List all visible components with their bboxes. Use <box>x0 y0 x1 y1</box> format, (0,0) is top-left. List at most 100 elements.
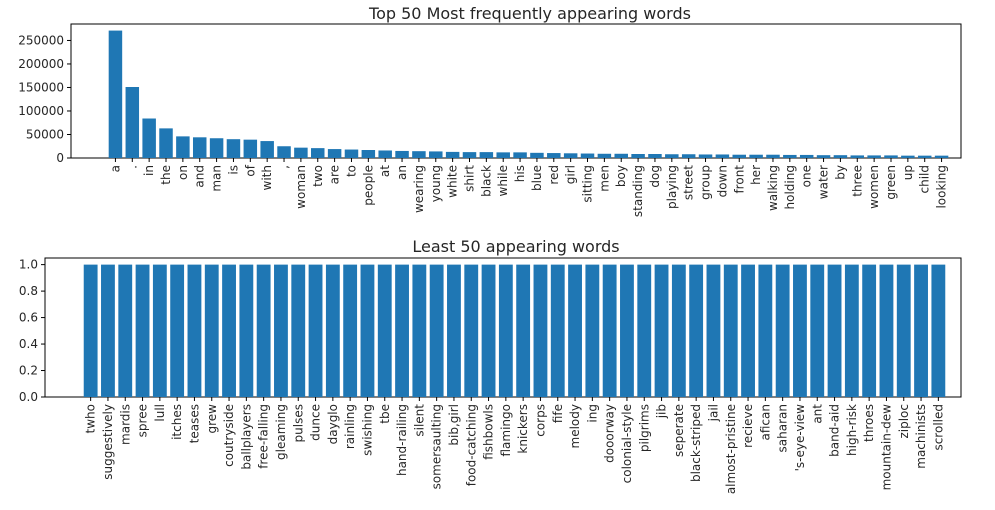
x-tick-label: tbe <box>378 404 392 424</box>
bar <box>732 154 746 158</box>
bar <box>239 264 254 397</box>
x-tick-label: melody <box>568 404 582 448</box>
x-tick-label: pulses <box>291 404 305 442</box>
bar <box>222 264 236 397</box>
x-tick-label: . <box>125 165 139 169</box>
bar <box>256 264 271 397</box>
y-tick-label: 100000 <box>18 104 64 118</box>
y-tick-label: 0.0 <box>19 390 38 404</box>
x-tick-label: grew <box>205 404 219 434</box>
x-tick-label: ing <box>585 404 599 423</box>
bar <box>170 264 185 397</box>
bar <box>118 264 133 397</box>
x-tick-label: mardis <box>118 404 132 445</box>
x-ticks-bottom: twho suggestively mardis spree lull itches tea… <box>84 397 945 494</box>
x-tick-label: street <box>682 165 696 200</box>
bar <box>192 137 207 158</box>
bar <box>816 155 831 158</box>
x-tick-label: ant <box>810 404 824 424</box>
x-tick-label: saharan <box>776 404 790 452</box>
bar <box>844 264 859 397</box>
x-tick-label: dayglo <box>326 404 340 444</box>
y-tick-label: 0.4 <box>19 337 38 351</box>
x-tick-label: band-aid <box>828 404 842 457</box>
y-tick-label: 0.6 <box>19 311 38 325</box>
bar <box>741 264 755 397</box>
x-tick-label: on <box>176 165 190 180</box>
bar <box>793 264 807 397</box>
bar <box>481 264 496 397</box>
x-tick-label: in <box>142 165 156 176</box>
bar <box>775 264 790 397</box>
bar <box>602 264 617 397</box>
x-tick-label: colonial-style <box>620 404 634 483</box>
bar <box>931 264 946 397</box>
x-tick-label: shirt <box>462 165 476 192</box>
x-tick-label: spree <box>136 404 150 437</box>
x-tick-label: rainling <box>343 404 357 449</box>
x-tick-label: green <box>884 165 898 200</box>
x-tick-label: at <box>378 165 392 177</box>
bar <box>152 264 167 397</box>
x-tick-label: men <box>597 165 611 192</box>
x-tick-label: silent <box>412 404 426 437</box>
bars-top <box>108 30 949 158</box>
x-tick-label: machinists <box>914 404 928 469</box>
bar <box>447 264 461 397</box>
x-tick-label: blue <box>530 165 544 191</box>
bar <box>344 149 359 158</box>
bar <box>308 264 323 397</box>
x-tick-label: seperate <box>672 404 686 457</box>
bar <box>101 264 115 397</box>
y-tick-label: 1.0 <box>19 258 38 272</box>
bar <box>516 264 531 397</box>
bar <box>827 264 842 397</box>
x-tick-label: red <box>547 165 561 185</box>
bar <box>671 264 686 397</box>
bar <box>715 154 730 158</box>
x-tick-label: dog <box>648 165 662 188</box>
bar <box>654 264 669 397</box>
bar <box>395 264 409 397</box>
x-tick-label: ziploc <box>897 404 911 439</box>
top-words-chart: Top 50 Most frequently appearing words 0… <box>18 4 962 217</box>
x-tick-label: itches <box>170 404 184 440</box>
bar <box>550 264 565 397</box>
bar <box>530 152 544 158</box>
x-tick-label: three <box>850 165 864 197</box>
bar <box>689 264 704 397</box>
bar <box>209 138 224 158</box>
x-tick-label: fishbowls <box>482 404 496 460</box>
bar <box>585 264 600 397</box>
bar <box>513 152 527 158</box>
bar <box>799 154 814 158</box>
x-tick-label: girl <box>564 165 578 184</box>
bar <box>568 264 582 397</box>
x-tick-label: holding <box>783 165 797 209</box>
x-tick-label: woman <box>294 165 308 209</box>
bars-bottom <box>83 264 946 397</box>
x-tick-label: coutryside <box>222 404 236 467</box>
x-tick-label: playing <box>665 165 679 209</box>
bar <box>291 264 306 397</box>
y-tick-label: 200000 <box>18 57 64 71</box>
x-tick-label: dooorway <box>603 404 617 463</box>
bar <box>631 154 645 158</box>
bar <box>620 264 634 397</box>
x-tick-label: water <box>817 165 831 199</box>
bar <box>142 118 156 158</box>
bar <box>914 264 928 397</box>
bar <box>637 264 652 397</box>
x-tick-label: women <box>867 165 881 209</box>
x-tick-label: recieve <box>741 404 755 448</box>
bar <box>563 153 578 158</box>
x-tick-label: his <box>513 165 527 182</box>
x-tick-label: fife <box>551 404 565 423</box>
bar <box>783 154 797 158</box>
bar <box>125 87 140 158</box>
x-tick-label: man <box>210 165 224 192</box>
x-tick-label: up <box>901 165 915 180</box>
x-tick-label: free-falling <box>257 404 271 469</box>
bar <box>758 264 773 397</box>
y-tick-label: 250000 <box>18 33 64 47</box>
